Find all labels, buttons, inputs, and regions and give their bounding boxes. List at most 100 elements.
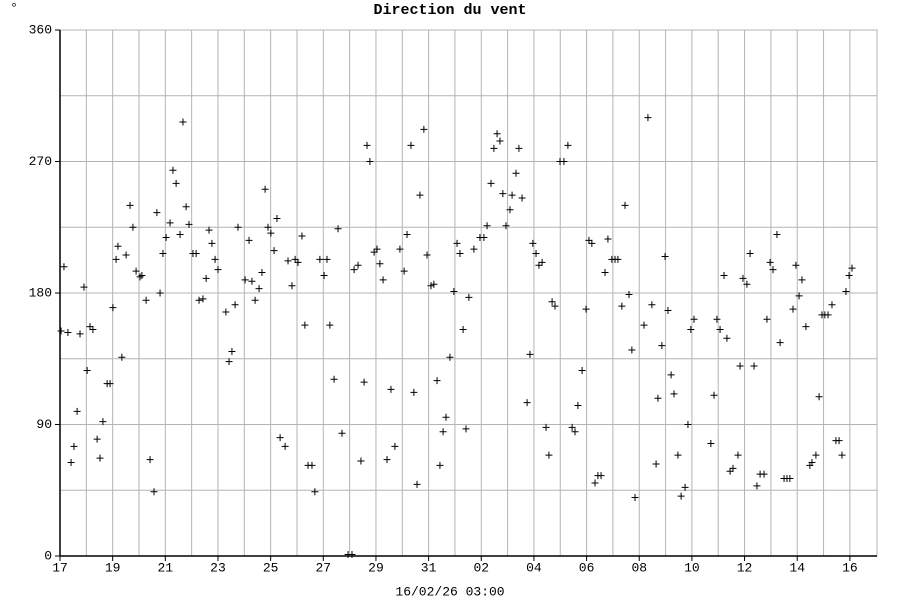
point: [354, 261, 362, 269]
point: [723, 334, 731, 342]
point: [86, 323, 94, 331]
point: [502, 222, 510, 230]
point: [357, 457, 365, 465]
point: [366, 158, 374, 165]
point: [64, 328, 72, 336]
point: [276, 434, 284, 442]
x-tick-label: 04: [526, 560, 542, 575]
point: [334, 225, 342, 233]
point: [766, 258, 774, 266]
point: [848, 264, 856, 272]
point: [684, 421, 692, 428]
x-tick-label: 19: [105, 560, 121, 575]
point: [150, 488, 158, 496]
point: [211, 255, 219, 263]
point: [658, 342, 666, 350]
point: [453, 239, 461, 247]
point: [205, 226, 213, 234]
point: [815, 393, 823, 401]
point: [159, 250, 167, 258]
point: [720, 271, 728, 279]
y-tick-label: 270: [29, 154, 52, 169]
point: [763, 315, 771, 323]
point: [707, 439, 715, 447]
point: [162, 233, 170, 241]
point: [320, 271, 328, 279]
point: [76, 330, 84, 338]
point: [601, 269, 609, 277]
point: [459, 326, 467, 334]
y-unit: °: [10, 0, 18, 15]
point: [739, 274, 747, 282]
point: [112, 255, 120, 263]
point: [176, 231, 184, 239]
x-tick-label: 08: [631, 560, 647, 575]
point: [652, 460, 660, 468]
point: [845, 271, 853, 279]
point: [311, 488, 319, 496]
point: [661, 252, 669, 260]
point: [480, 233, 488, 241]
point: [736, 362, 744, 370]
point: [122, 251, 130, 259]
point: [499, 190, 507, 198]
point: [529, 239, 537, 247]
point: [677, 492, 685, 500]
point: [407, 141, 415, 149]
point: [795, 292, 803, 300]
point: [710, 391, 718, 399]
point: [376, 260, 384, 268]
point: [169, 166, 177, 174]
point: [808, 458, 816, 466]
point: [281, 442, 289, 450]
point: [726, 467, 734, 475]
chart-title: Direction du vent: [373, 2, 526, 19]
point: [192, 250, 200, 258]
point: [294, 258, 302, 266]
point: [591, 479, 599, 487]
point: [792, 261, 800, 269]
point: [512, 169, 520, 177]
point: [420, 125, 428, 133]
point: [574, 402, 582, 410]
point: [208, 239, 216, 247]
point: [578, 366, 586, 374]
point: [470, 245, 478, 253]
point: [195, 296, 203, 304]
x-tick-label: 10: [684, 560, 700, 575]
point: [681, 483, 689, 491]
point: [631, 494, 639, 502]
point: [96, 454, 104, 462]
point: [526, 350, 534, 358]
point: [614, 255, 622, 263]
y-tick-label: 180: [29, 285, 52, 300]
point: [716, 326, 724, 334]
point: [604, 235, 612, 243]
point: [360, 378, 368, 386]
point: [338, 429, 346, 437]
point: [261, 185, 269, 193]
point: [560, 158, 568, 165]
point: [588, 239, 596, 247]
x-tick-label: 16: [842, 560, 858, 575]
point: [146, 456, 154, 464]
point: [348, 551, 356, 559]
point: [423, 251, 431, 259]
point: [330, 375, 338, 383]
point: [288, 282, 296, 290]
point: [439, 428, 447, 436]
point: [228, 347, 236, 355]
point: [67, 458, 75, 466]
point: [231, 301, 239, 309]
point: [264, 223, 272, 231]
point: [126, 201, 134, 209]
point: [323, 255, 331, 263]
point: [267, 229, 275, 237]
point: [106, 380, 114, 388]
point: [57, 327, 65, 335]
point: [490, 144, 498, 152]
point: [773, 231, 781, 239]
point: [80, 283, 88, 291]
point: [416, 191, 424, 199]
